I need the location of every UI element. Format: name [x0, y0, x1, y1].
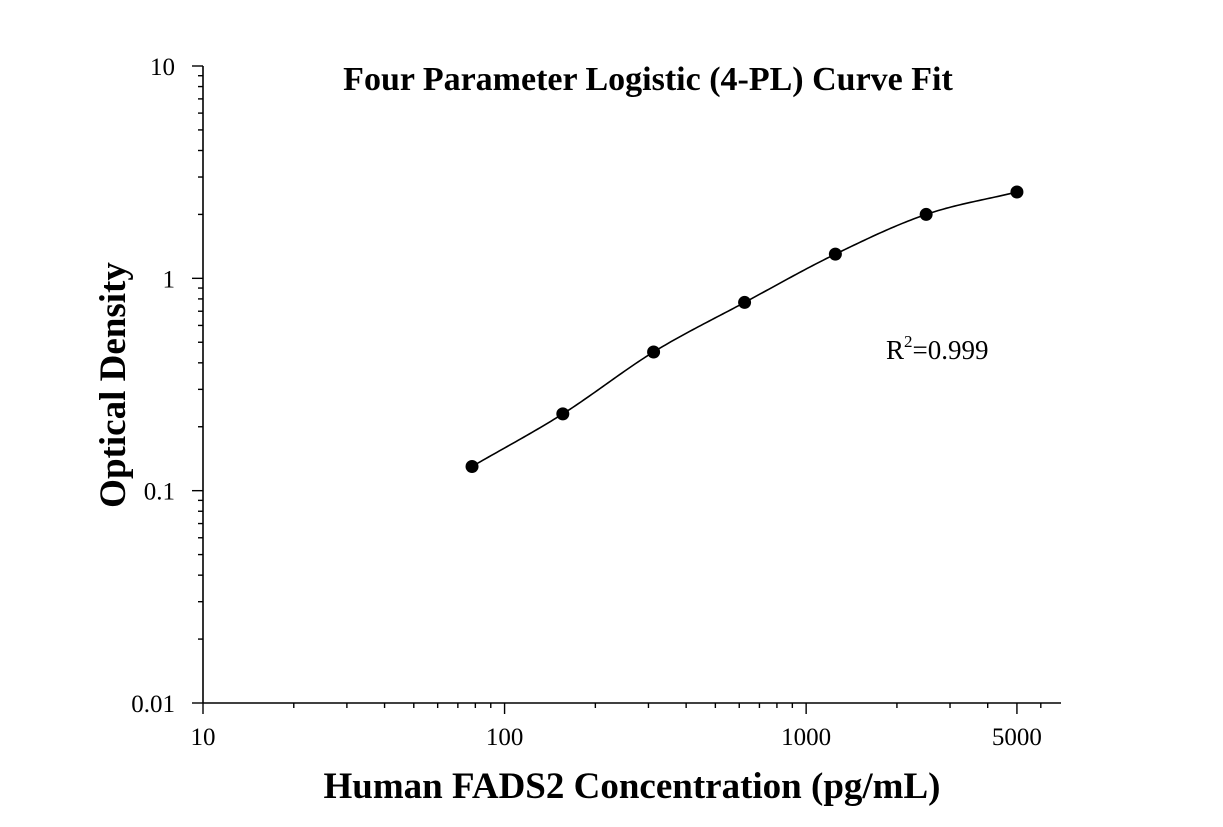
data-point: [1010, 185, 1024, 199]
x-axis-label: Human FADS2 Concentration (pg/mL): [323, 766, 940, 807]
y-axis-label: Optical Density: [93, 262, 134, 508]
r-squared-superscript: 2: [904, 332, 913, 351]
r-squared-annotation: R2=0.999: [886, 332, 989, 365]
x-tick-label: 100: [486, 724, 524, 751]
y-axis-ticks: 0.01 0.1 1 10: [131, 54, 203, 718]
data-point: [738, 295, 752, 309]
data-points: [465, 185, 1024, 473]
chart-title: Four Parameter Logistic (4-PL) Curve Fit: [343, 61, 953, 98]
r-squared-value: =0.999: [913, 335, 989, 365]
x-tick-label: 1000: [781, 724, 831, 751]
data-point: [647, 345, 661, 359]
data-point: [556, 407, 570, 421]
y-tick-label: 1: [163, 266, 176, 293]
data-point: [828, 247, 842, 261]
data-point: [465, 459, 479, 473]
y-tick-label: 10: [150, 54, 175, 81]
x-axis-ticks: 10 100 1000 5000: [191, 703, 1042, 751]
fit-curve-line: [471, 191, 1018, 468]
r-squared-base: R: [886, 335, 904, 365]
x-tick-label: 5000: [992, 724, 1042, 751]
y-tick-label: 0.1: [144, 479, 175, 506]
y-tick-label: 0.01: [131, 691, 175, 718]
data-point: [919, 207, 933, 221]
x-tick-label: 10: [191, 724, 216, 751]
